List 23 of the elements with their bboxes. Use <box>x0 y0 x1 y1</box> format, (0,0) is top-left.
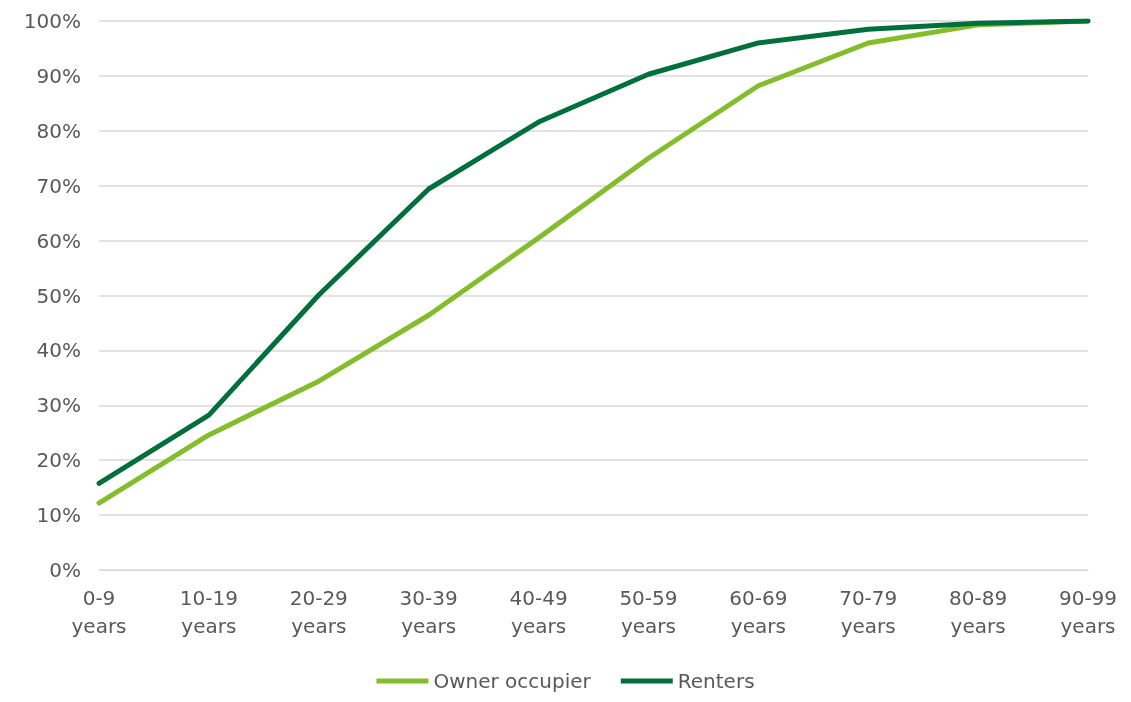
legend-label: Renters <box>677 669 755 693</box>
y-tick-label: 60% <box>36 228 81 253</box>
x-tick-label: 40-49 years <box>509 586 568 638</box>
y-tick-label: 90% <box>36 63 81 88</box>
y-tick-label: 0% <box>49 558 81 582</box>
x-tick-label: 20-29 years <box>289 586 348 638</box>
y-tick-label: 40% <box>36 338 81 363</box>
x-tick-label: 0-9 years <box>71 586 127 638</box>
x-tick-label: 30-39 years <box>399 586 458 638</box>
x-tick-label: 80-89 years <box>949 586 1008 638</box>
y-tick-label: 100% <box>23 9 81 33</box>
x-tick-label: 60-69 years <box>729 586 788 638</box>
y-tick-label: 20% <box>36 448 81 473</box>
x-tick-label: 70-79 years <box>839 586 898 638</box>
x-tick-label: 90-99 years <box>1058 586 1118 638</box>
y-tick-label: 30% <box>36 393 81 418</box>
y-tick-label: 50% <box>36 283 81 308</box>
y-tick-label: 80% <box>36 118 81 143</box>
x-tick-label: 50-59 years <box>619 586 678 638</box>
x-tick-label: 10-19 years <box>179 586 238 638</box>
y-tick-label: 10% <box>36 503 81 528</box>
legend-label: Owner occupier <box>433 669 592 693</box>
y-tick-label: 70% <box>36 173 81 198</box>
